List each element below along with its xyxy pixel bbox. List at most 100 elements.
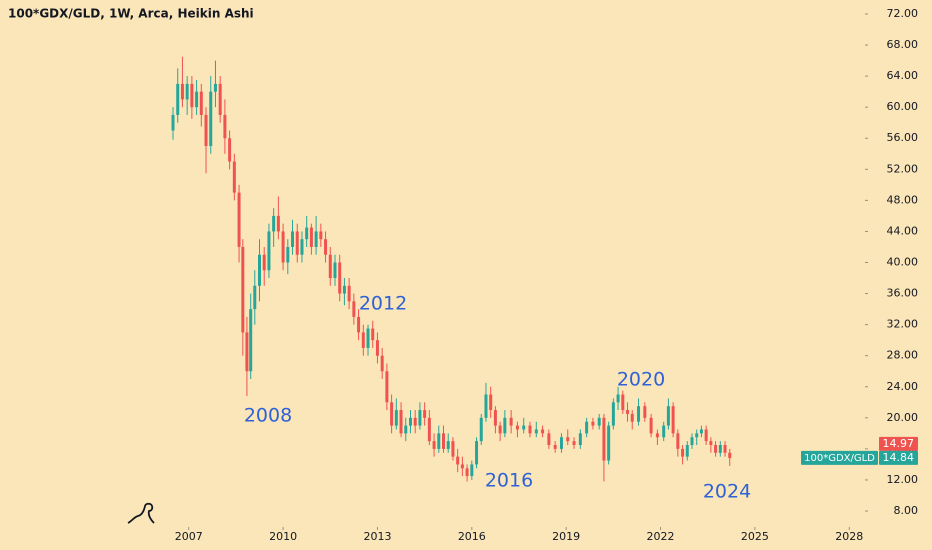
candle-body bbox=[630, 413, 634, 422]
annotation: 2024 bbox=[703, 481, 751, 503]
candle-body bbox=[319, 231, 323, 240]
candle-body bbox=[286, 246, 290, 263]
candle-body bbox=[204, 114, 208, 147]
candle-body bbox=[195, 91, 199, 108]
prev-value-tag bbox=[879, 436, 918, 451]
candle-body bbox=[559, 437, 563, 449]
y-tick-label: 24.00 bbox=[887, 380, 919, 393]
x-tick-label: 2016 bbox=[458, 530, 486, 543]
x-tick-label: 2013 bbox=[363, 530, 391, 543]
candle-body bbox=[413, 417, 417, 426]
candle-body bbox=[380, 355, 384, 372]
candle-body bbox=[423, 410, 427, 418]
candle-body bbox=[704, 429, 708, 442]
y-tick-label: 56.00 bbox=[887, 131, 919, 144]
candle-body bbox=[509, 417, 513, 426]
candle-body bbox=[718, 445, 722, 453]
candle-body bbox=[328, 254, 332, 279]
last-value-tag bbox=[879, 450, 918, 465]
x-tick-label: 2025 bbox=[741, 530, 769, 543]
candle-body bbox=[371, 328, 375, 341]
candle-body bbox=[199, 91, 203, 115]
candle-body bbox=[394, 410, 398, 426]
candle-body bbox=[541, 429, 545, 434]
candle-body bbox=[176, 83, 180, 115]
candle-body bbox=[314, 231, 318, 247]
candle-body bbox=[484, 394, 488, 418]
y-tick-label: 68.00 bbox=[887, 38, 919, 51]
candle-body bbox=[451, 441, 455, 457]
candle-body bbox=[714, 445, 718, 453]
candle-body bbox=[515, 425, 519, 430]
candle-body bbox=[338, 262, 342, 294]
candle-body bbox=[442, 433, 446, 449]
annotation: 2020 bbox=[617, 369, 665, 391]
candle-body bbox=[534, 429, 538, 434]
prev-value-label: 14.97 bbox=[883, 437, 915, 450]
candle-body bbox=[399, 410, 403, 434]
candle-body bbox=[427, 417, 431, 442]
candle-body bbox=[180, 83, 184, 100]
candle-body bbox=[190, 83, 194, 108]
candle-body bbox=[432, 441, 436, 449]
y-tick-label: 40.00 bbox=[887, 256, 919, 269]
candle-body bbox=[262, 254, 266, 271]
candle-body bbox=[258, 254, 261, 286]
candle-body bbox=[728, 452, 732, 458]
candle-body bbox=[281, 231, 285, 263]
annotation: 2008 bbox=[244, 405, 292, 427]
candle-body bbox=[375, 340, 379, 356]
last-value-label: 14.84 bbox=[883, 451, 915, 464]
candle-body bbox=[602, 417, 606, 461]
y-tick-label: 44.00 bbox=[887, 224, 919, 237]
candle-body bbox=[366, 328, 370, 348]
y-tick-label: 8.00 bbox=[894, 504, 919, 517]
candle-body bbox=[591, 421, 595, 426]
candle-body bbox=[295, 231, 299, 255]
candle-body bbox=[475, 441, 479, 465]
candle-body bbox=[300, 239, 304, 255]
annotation: 2012 bbox=[359, 293, 407, 315]
candle-body bbox=[666, 406, 670, 426]
candle-body bbox=[249, 309, 253, 372]
candle-body bbox=[342, 285, 346, 294]
y-tick-label: 48.00 bbox=[887, 193, 919, 206]
candle-body bbox=[460, 464, 464, 469]
candle-body bbox=[408, 417, 412, 426]
y-tick-label: 52.00 bbox=[887, 162, 919, 175]
candle-body bbox=[695, 433, 699, 438]
candle-body bbox=[437, 433, 441, 449]
candle-body bbox=[676, 433, 680, 449]
candle-body bbox=[267, 231, 271, 271]
candle-body bbox=[446, 441, 450, 449]
candle-body bbox=[585, 421, 589, 434]
x-tick-label: 2010 bbox=[269, 530, 297, 543]
candle-body bbox=[232, 161, 236, 193]
candle-body bbox=[291, 231, 295, 247]
candle-body bbox=[213, 83, 217, 92]
candle-body bbox=[309, 227, 313, 247]
y-tick-label: 32.00 bbox=[887, 318, 919, 331]
candle-body bbox=[352, 301, 356, 317]
candle-body bbox=[671, 406, 675, 434]
candle-body bbox=[347, 285, 351, 302]
candle-body bbox=[643, 406, 647, 418]
candle-body bbox=[305, 227, 309, 240]
candle-body bbox=[237, 192, 241, 247]
candle-body bbox=[611, 402, 615, 426]
candle-body bbox=[637, 406, 641, 422]
candle-body bbox=[547, 433, 551, 446]
x-tick-label: 2028 bbox=[835, 530, 863, 543]
candle-body bbox=[324, 239, 328, 255]
x-tick-label: 2007 bbox=[175, 530, 203, 543]
candle-body bbox=[470, 464, 474, 477]
annotation: 2016 bbox=[485, 470, 533, 492]
candle-body bbox=[597, 417, 601, 426]
candle-body bbox=[553, 445, 557, 449]
candle-body bbox=[528, 425, 532, 434]
candle-body bbox=[723, 445, 727, 453]
y-tick-label: 28.00 bbox=[887, 349, 919, 362]
candle-body bbox=[218, 83, 222, 115]
y-tick-label: 12.00 bbox=[887, 473, 919, 486]
